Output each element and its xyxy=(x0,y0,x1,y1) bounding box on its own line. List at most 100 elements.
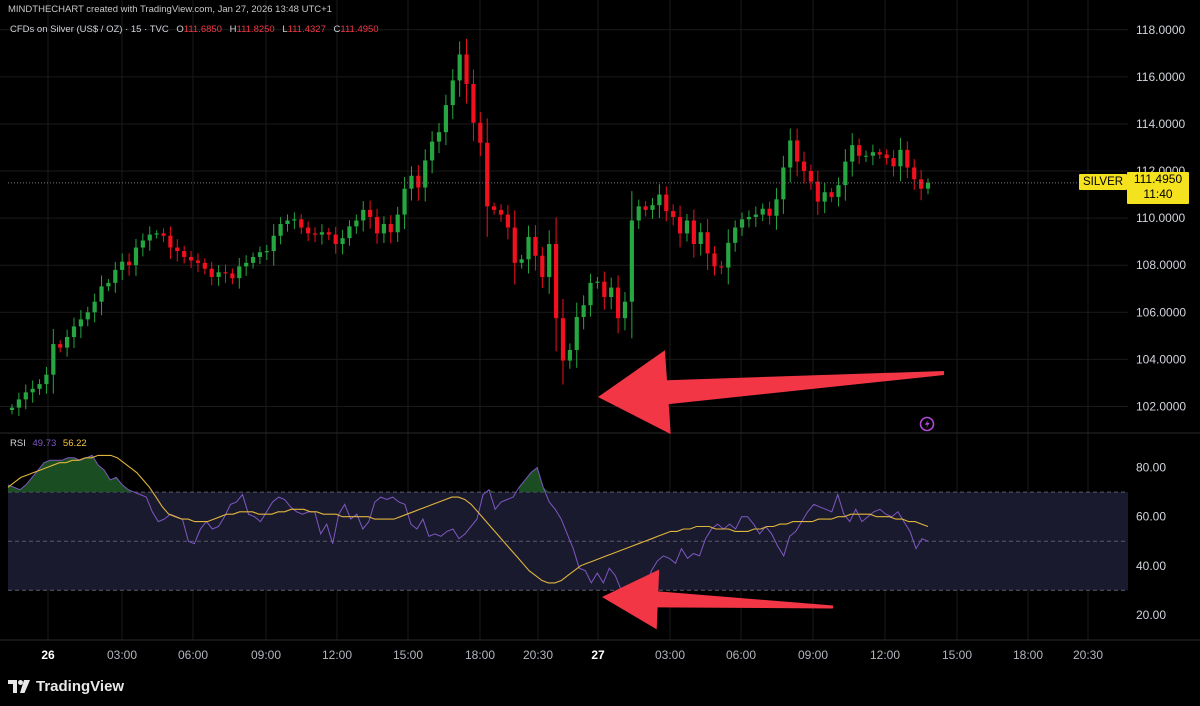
replay-icon[interactable] xyxy=(919,416,935,432)
x-tick-label: 20:30 xyxy=(523,648,553,662)
low-value: 111.4327 xyxy=(287,24,326,35)
candle-body xyxy=(547,244,552,277)
candle-body xyxy=(498,209,504,215)
rsi-ma-line xyxy=(7,454,929,584)
candle-body xyxy=(388,224,393,233)
price-tick-label: 114.0000 xyxy=(1136,117,1185,131)
candle-body xyxy=(822,192,827,202)
axes: 26 03:00 06:00 09:00 12:00 15:00 18:00 20:30 27 0… xyxy=(41,23,1186,662)
candle-body xyxy=(829,192,834,197)
candle-body xyxy=(30,388,35,393)
candle-body xyxy=(278,224,283,236)
candle-body xyxy=(147,234,152,241)
candle-body xyxy=(257,252,263,257)
symbol-label: CFDs on Silver (US$ / OZ) · 15 · TVC xyxy=(10,24,169,35)
candle-body xyxy=(230,273,235,279)
candle-body xyxy=(595,281,600,283)
candle-body xyxy=(58,344,63,348)
candle-body xyxy=(698,232,703,245)
candle-body xyxy=(85,312,90,320)
x-tick-label: 03:00 xyxy=(107,648,137,662)
candle-body xyxy=(312,233,318,235)
candle-body xyxy=(347,226,352,239)
candle-body xyxy=(774,199,779,216)
rsi-label: RSI xyxy=(10,438,26,449)
open-label: O xyxy=(176,24,184,35)
candle-body xyxy=(395,214,400,233)
candle-body xyxy=(78,319,83,327)
candle-body xyxy=(739,219,745,228)
candle-body xyxy=(485,142,490,207)
high-value: 111.8250 xyxy=(236,24,275,35)
candle-body xyxy=(519,259,524,263)
rsi-overbought-fill xyxy=(8,455,550,493)
candle-body xyxy=(684,220,690,234)
rsi-tick-label: 20.00 xyxy=(1136,608,1166,622)
candle-body xyxy=(264,251,269,253)
rsi-band xyxy=(8,491,1128,591)
candle-body xyxy=(912,167,917,180)
candle-body xyxy=(430,141,435,161)
price-tick-label: 108.0000 xyxy=(1136,258,1186,272)
candle-body xyxy=(154,233,159,235)
annotation-arrows xyxy=(598,350,945,630)
candle-body xyxy=(691,220,696,245)
candle-body xyxy=(168,235,173,248)
candle-body xyxy=(788,140,793,168)
rsi-ma-value: 56.22 xyxy=(62,438,87,449)
symbol-legend[interactable]: CFDs on Silver (US$ / OZ) · 15 · TVC O 11… xyxy=(10,24,379,35)
x-tick-label: 09:00 xyxy=(251,648,281,662)
candle-body xyxy=(195,260,201,263)
candle-body xyxy=(636,206,641,221)
candle-body xyxy=(526,236,531,260)
candle-body xyxy=(99,286,104,302)
candle-body xyxy=(560,318,566,361)
rsi-lines xyxy=(7,454,929,599)
candle-body xyxy=(9,407,15,410)
candle-body xyxy=(223,272,228,274)
candle-body xyxy=(292,219,297,221)
candle-body xyxy=(574,316,579,350)
candle-body xyxy=(106,282,111,287)
candle-body xyxy=(340,238,345,245)
candle-body xyxy=(450,80,455,106)
candle-body xyxy=(175,247,180,252)
tradingview-logo-icon xyxy=(8,680,30,693)
candle-body xyxy=(237,266,242,279)
rsi-line xyxy=(7,454,929,599)
candle-body xyxy=(436,132,442,142)
credit-text: MINDTHECHART created with TradingView.co… xyxy=(8,4,332,15)
x-tick-label: 15:00 xyxy=(942,648,972,662)
candle-body xyxy=(250,256,256,263)
candle-body xyxy=(533,236,538,256)
rsi-legend[interactable]: RSI 49.73 56.22 xyxy=(10,438,87,449)
candle-body xyxy=(71,326,77,338)
candle-body xyxy=(801,161,807,172)
price-tick-label: 106.0000 xyxy=(1136,305,1186,319)
candle-body xyxy=(746,216,752,220)
x-tick-label: 27 xyxy=(591,648,605,662)
candle-body xyxy=(374,216,380,234)
candle-body xyxy=(381,224,387,234)
candle-body xyxy=(92,301,97,313)
candle-body xyxy=(857,145,862,156)
candle-body xyxy=(285,220,290,224)
candle-body xyxy=(333,234,338,245)
candle-body xyxy=(209,268,214,277)
candle-body xyxy=(161,233,166,236)
price-tick-label: 116.0000 xyxy=(1136,70,1185,84)
candle-body xyxy=(416,175,421,188)
candle-body xyxy=(540,255,545,277)
candle-body xyxy=(615,287,621,319)
rsi-tick-label: 60.00 xyxy=(1136,510,1166,524)
candle-body xyxy=(609,287,614,297)
candle-body xyxy=(402,188,407,215)
candle-body xyxy=(133,247,139,266)
tradingview-logo[interactable]: TradingView xyxy=(8,678,124,695)
candle-body xyxy=(202,262,207,269)
candle-body xyxy=(44,374,49,385)
candle-body xyxy=(753,214,758,217)
candle-body xyxy=(795,140,800,162)
